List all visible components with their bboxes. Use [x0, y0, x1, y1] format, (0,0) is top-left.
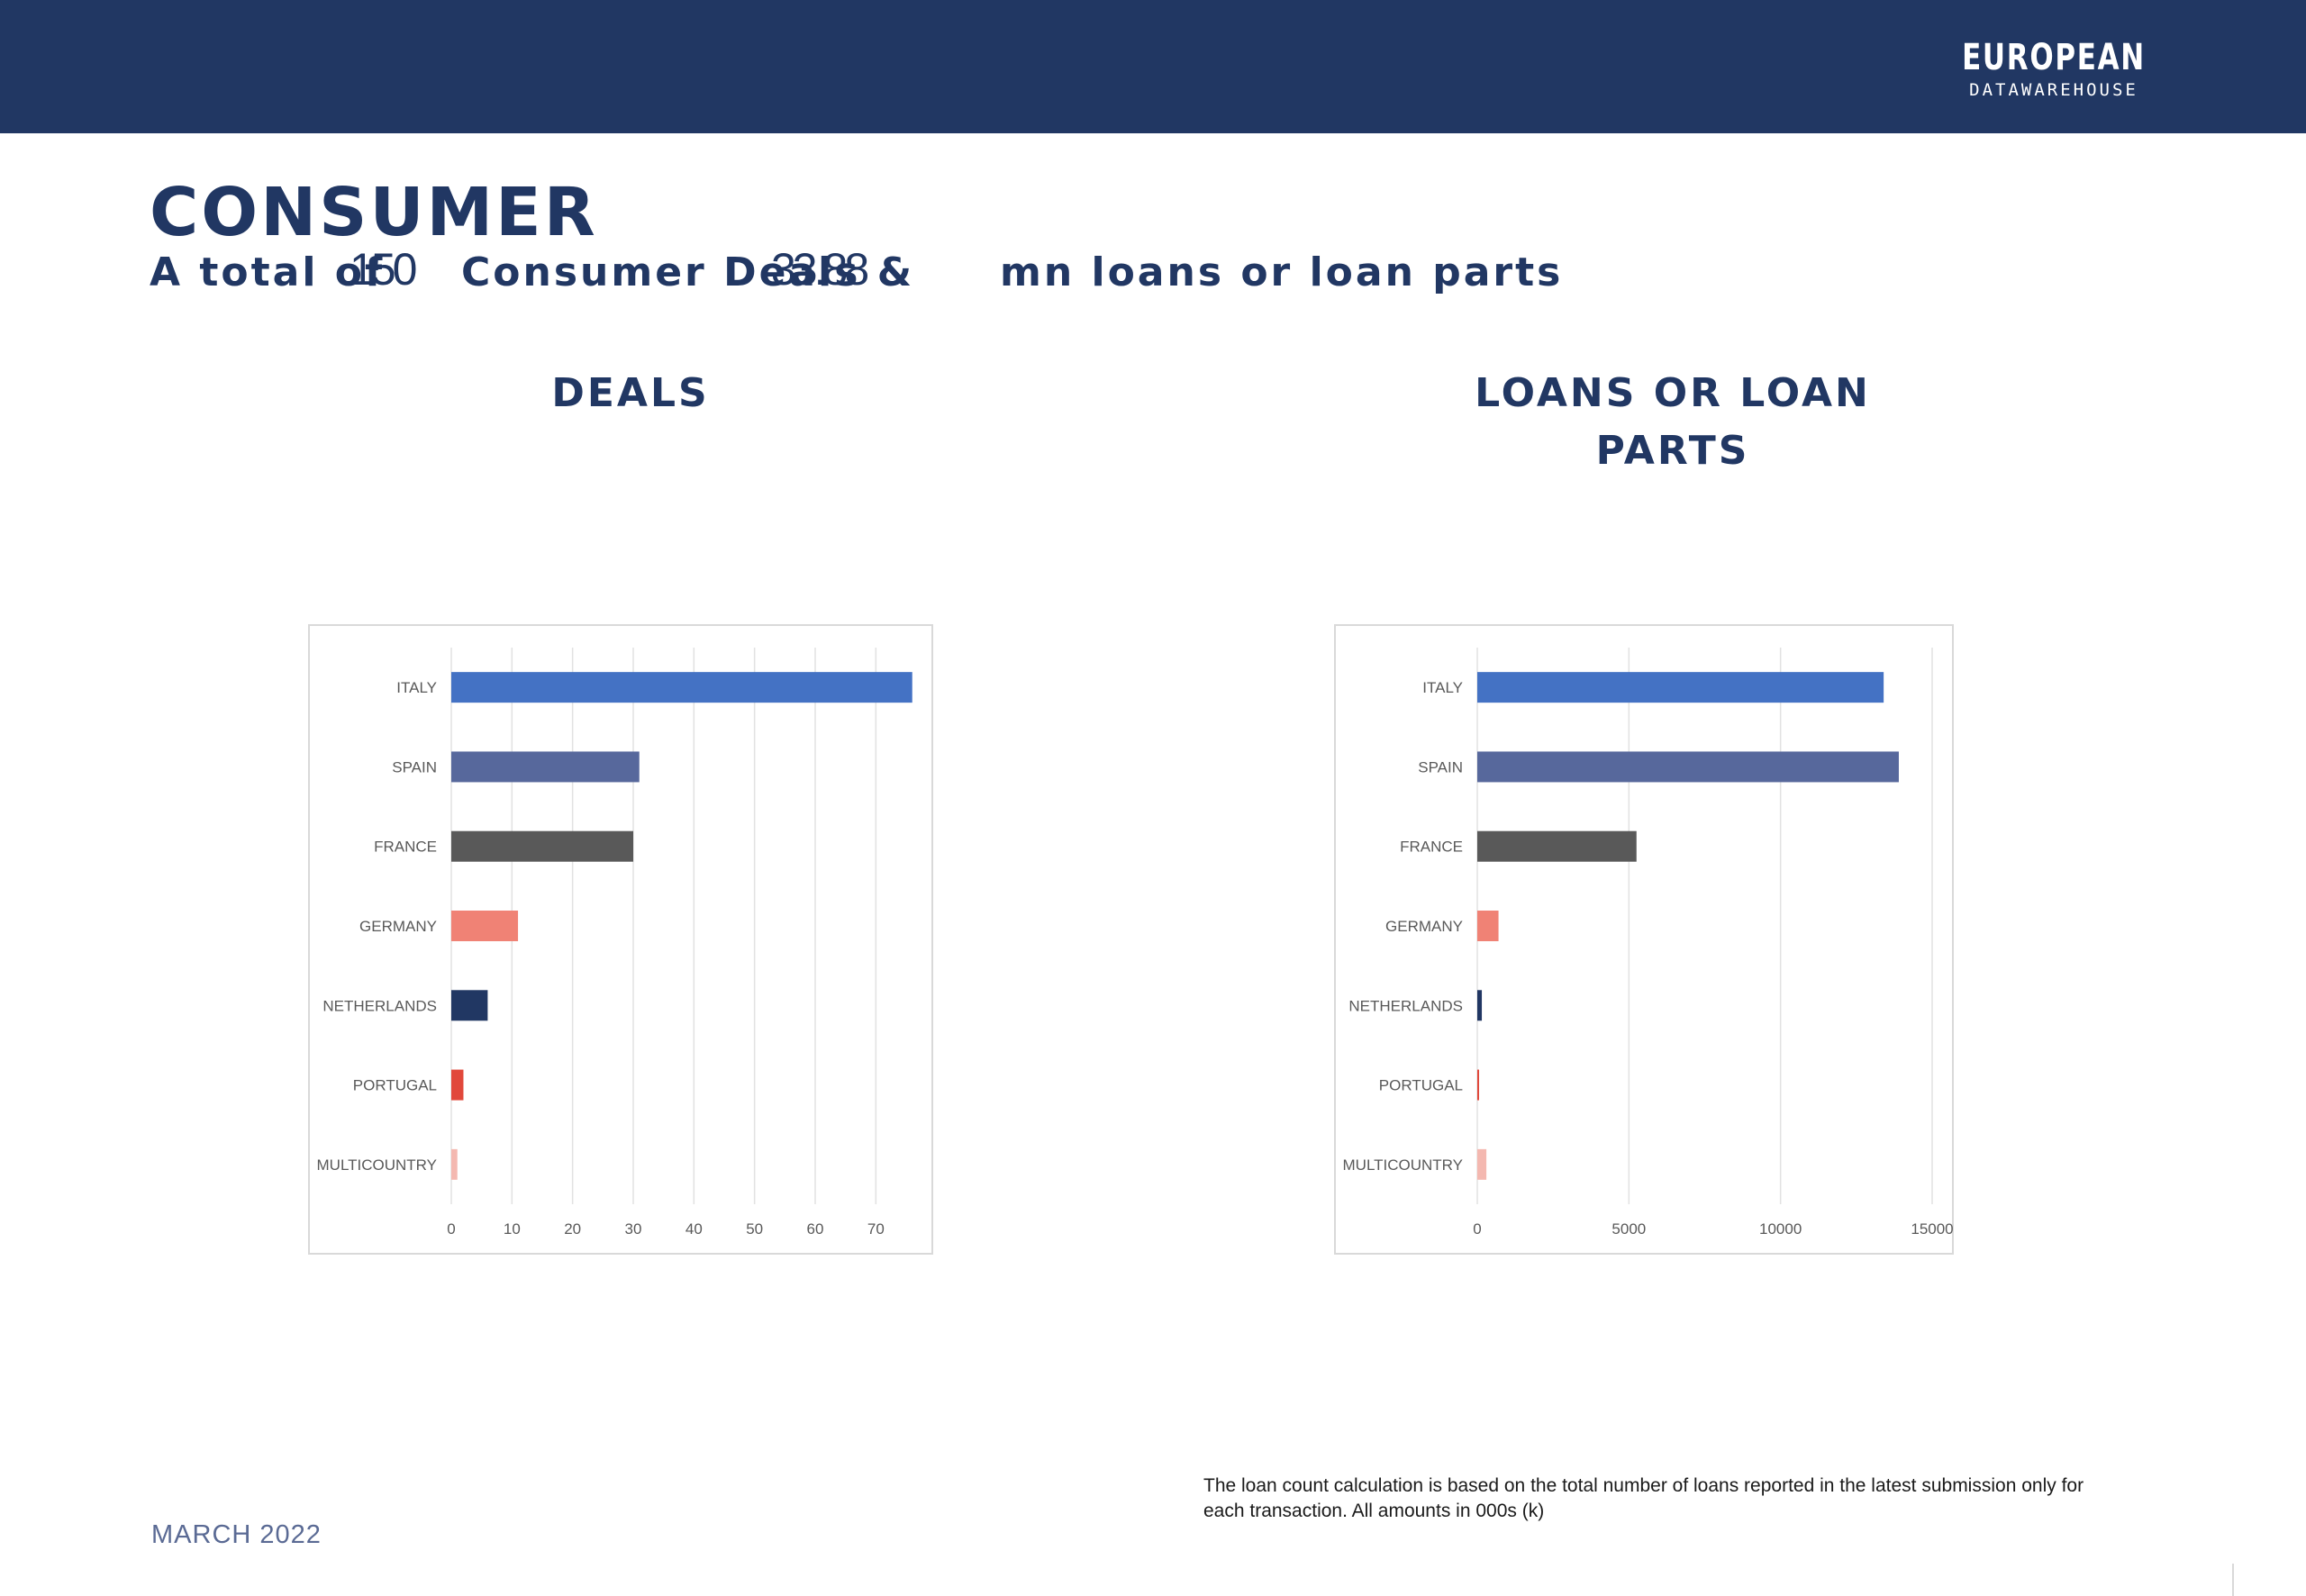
- deals-xtick-label: 20: [564, 1220, 581, 1238]
- loans-chart-svg: 0 5000 10000 15000 ITALY SPAIN FRANCE GERMANY NE…: [1343, 648, 1954, 1238]
- deals-xtick-label: 30: [625, 1220, 642, 1238]
- deals-xtick-label: 50: [746, 1220, 763, 1238]
- deals-category-label: PORTUGAL: [353, 1077, 437, 1094]
- loans-bar-france: [1477, 830, 1637, 862]
- deals-bar-spain: [451, 751, 640, 783]
- loans-category-label: NETHERLANDS: [1348, 997, 1463, 1014]
- deals-bar-multicountry: [451, 1148, 458, 1180]
- deals-category-label: MULTICOUNTRY: [317, 1156, 438, 1174]
- loans-category-label: GERMANY: [1385, 918, 1463, 935]
- deals-category-label: NETHERLANDS: [322, 997, 437, 1014]
- loans-bar-portugal: [1477, 1069, 1479, 1101]
- loans-bar-multicountry: [1477, 1148, 1487, 1180]
- loans-chart-title-line1: LOANS OR LOAN: [1475, 370, 1871, 416]
- deals-chart: 0 10 20 30 40 50 60 70 ITALY SPAIN FRANCE GERMANY NE…: [308, 624, 933, 1255]
- deals-category-label: SPAIN: [392, 758, 437, 775]
- deals-xtick-label: 70: [867, 1220, 885, 1238]
- loans-xtick-label: 0: [1473, 1220, 1481, 1238]
- deals-category-label: ITALY: [396, 679, 437, 696]
- subtitle-value1: 150: [350, 244, 417, 295]
- deals-bar-germany: [451, 911, 519, 941]
- logo: EUROPEAN DATAWAREHOUSE: [1937, 38, 2171, 101]
- loans-category-label: PORTUGAL: [1379, 1077, 1463, 1094]
- loans-category-label: FRANCE: [1400, 839, 1463, 856]
- loans-chart-title-line2: PARTS: [1595, 428, 1750, 474]
- deals-bar-portugal: [451, 1069, 464, 1101]
- deals-chart-title: DEALS: [551, 370, 710, 416]
- subtitle-part2: Consumer Deals &: [461, 249, 915, 295]
- loans-xtick-label: 10000: [1759, 1220, 1802, 1238]
- loans-category-label: SPAIN: [1418, 758, 1463, 775]
- subtitle-part1: A total of: [150, 249, 386, 295]
- subtitle-part3: mn loans or loan parts: [1000, 249, 1564, 295]
- logo-line2: DATAWAREHOUSE: [1969, 80, 2138, 100]
- corner-divider: [2232, 1564, 2234, 1596]
- loans-bar-spain: [1477, 751, 1899, 783]
- loans-bar-netherlands: [1477, 990, 1483, 1021]
- loans-chart-title: LOANS OR LOAN PARTS: [1403, 365, 1943, 480]
- loans-xtick-label: 5000: [1611, 1220, 1646, 1238]
- footer-date: MARCH 2022: [151, 1520, 322, 1549]
- deals-category-label: GERMANY: [359, 918, 437, 935]
- header-bar: EUROPEAN DATAWAREHOUSE: [0, 0, 2306, 133]
- subtitle-value2: 33.88: [771, 244, 869, 295]
- page-title: CONSUMER: [150, 174, 598, 251]
- logo-line1: EUROPEAN: [1962, 37, 2146, 78]
- loans-category-label: ITALY: [1422, 679, 1463, 696]
- loans-bar-italy: [1477, 672, 1884, 703]
- footnote: The loan count calculation is based on t…: [1203, 1475, 2084, 1521]
- deals-category-label: FRANCE: [374, 839, 437, 856]
- loans-category-label: MULTICOUNTRY: [1343, 1156, 1464, 1174]
- loans-bar-germany: [1477, 911, 1499, 941]
- loans-xtick-label: 15000: [1911, 1220, 1953, 1238]
- deals-bar-netherlands: [451, 990, 488, 1021]
- loans-chart: 0 5000 10000 15000 ITALY SPAIN FRANCE GERMANY NE…: [1334, 624, 1954, 1255]
- deals-xtick-label: 10: [504, 1220, 521, 1238]
- deals-xtick-label: 0: [447, 1220, 455, 1238]
- deals-bar-italy: [451, 672, 912, 703]
- deals-bar-france: [451, 830, 633, 862]
- deals-xtick-label: 60: [807, 1220, 824, 1238]
- deals-xtick-label: 40: [685, 1220, 703, 1238]
- deals-chart-svg: 0 10 20 30 40 50 60 70 ITALY SPAIN FRANCE GERMANY NE…: [317, 648, 912, 1238]
